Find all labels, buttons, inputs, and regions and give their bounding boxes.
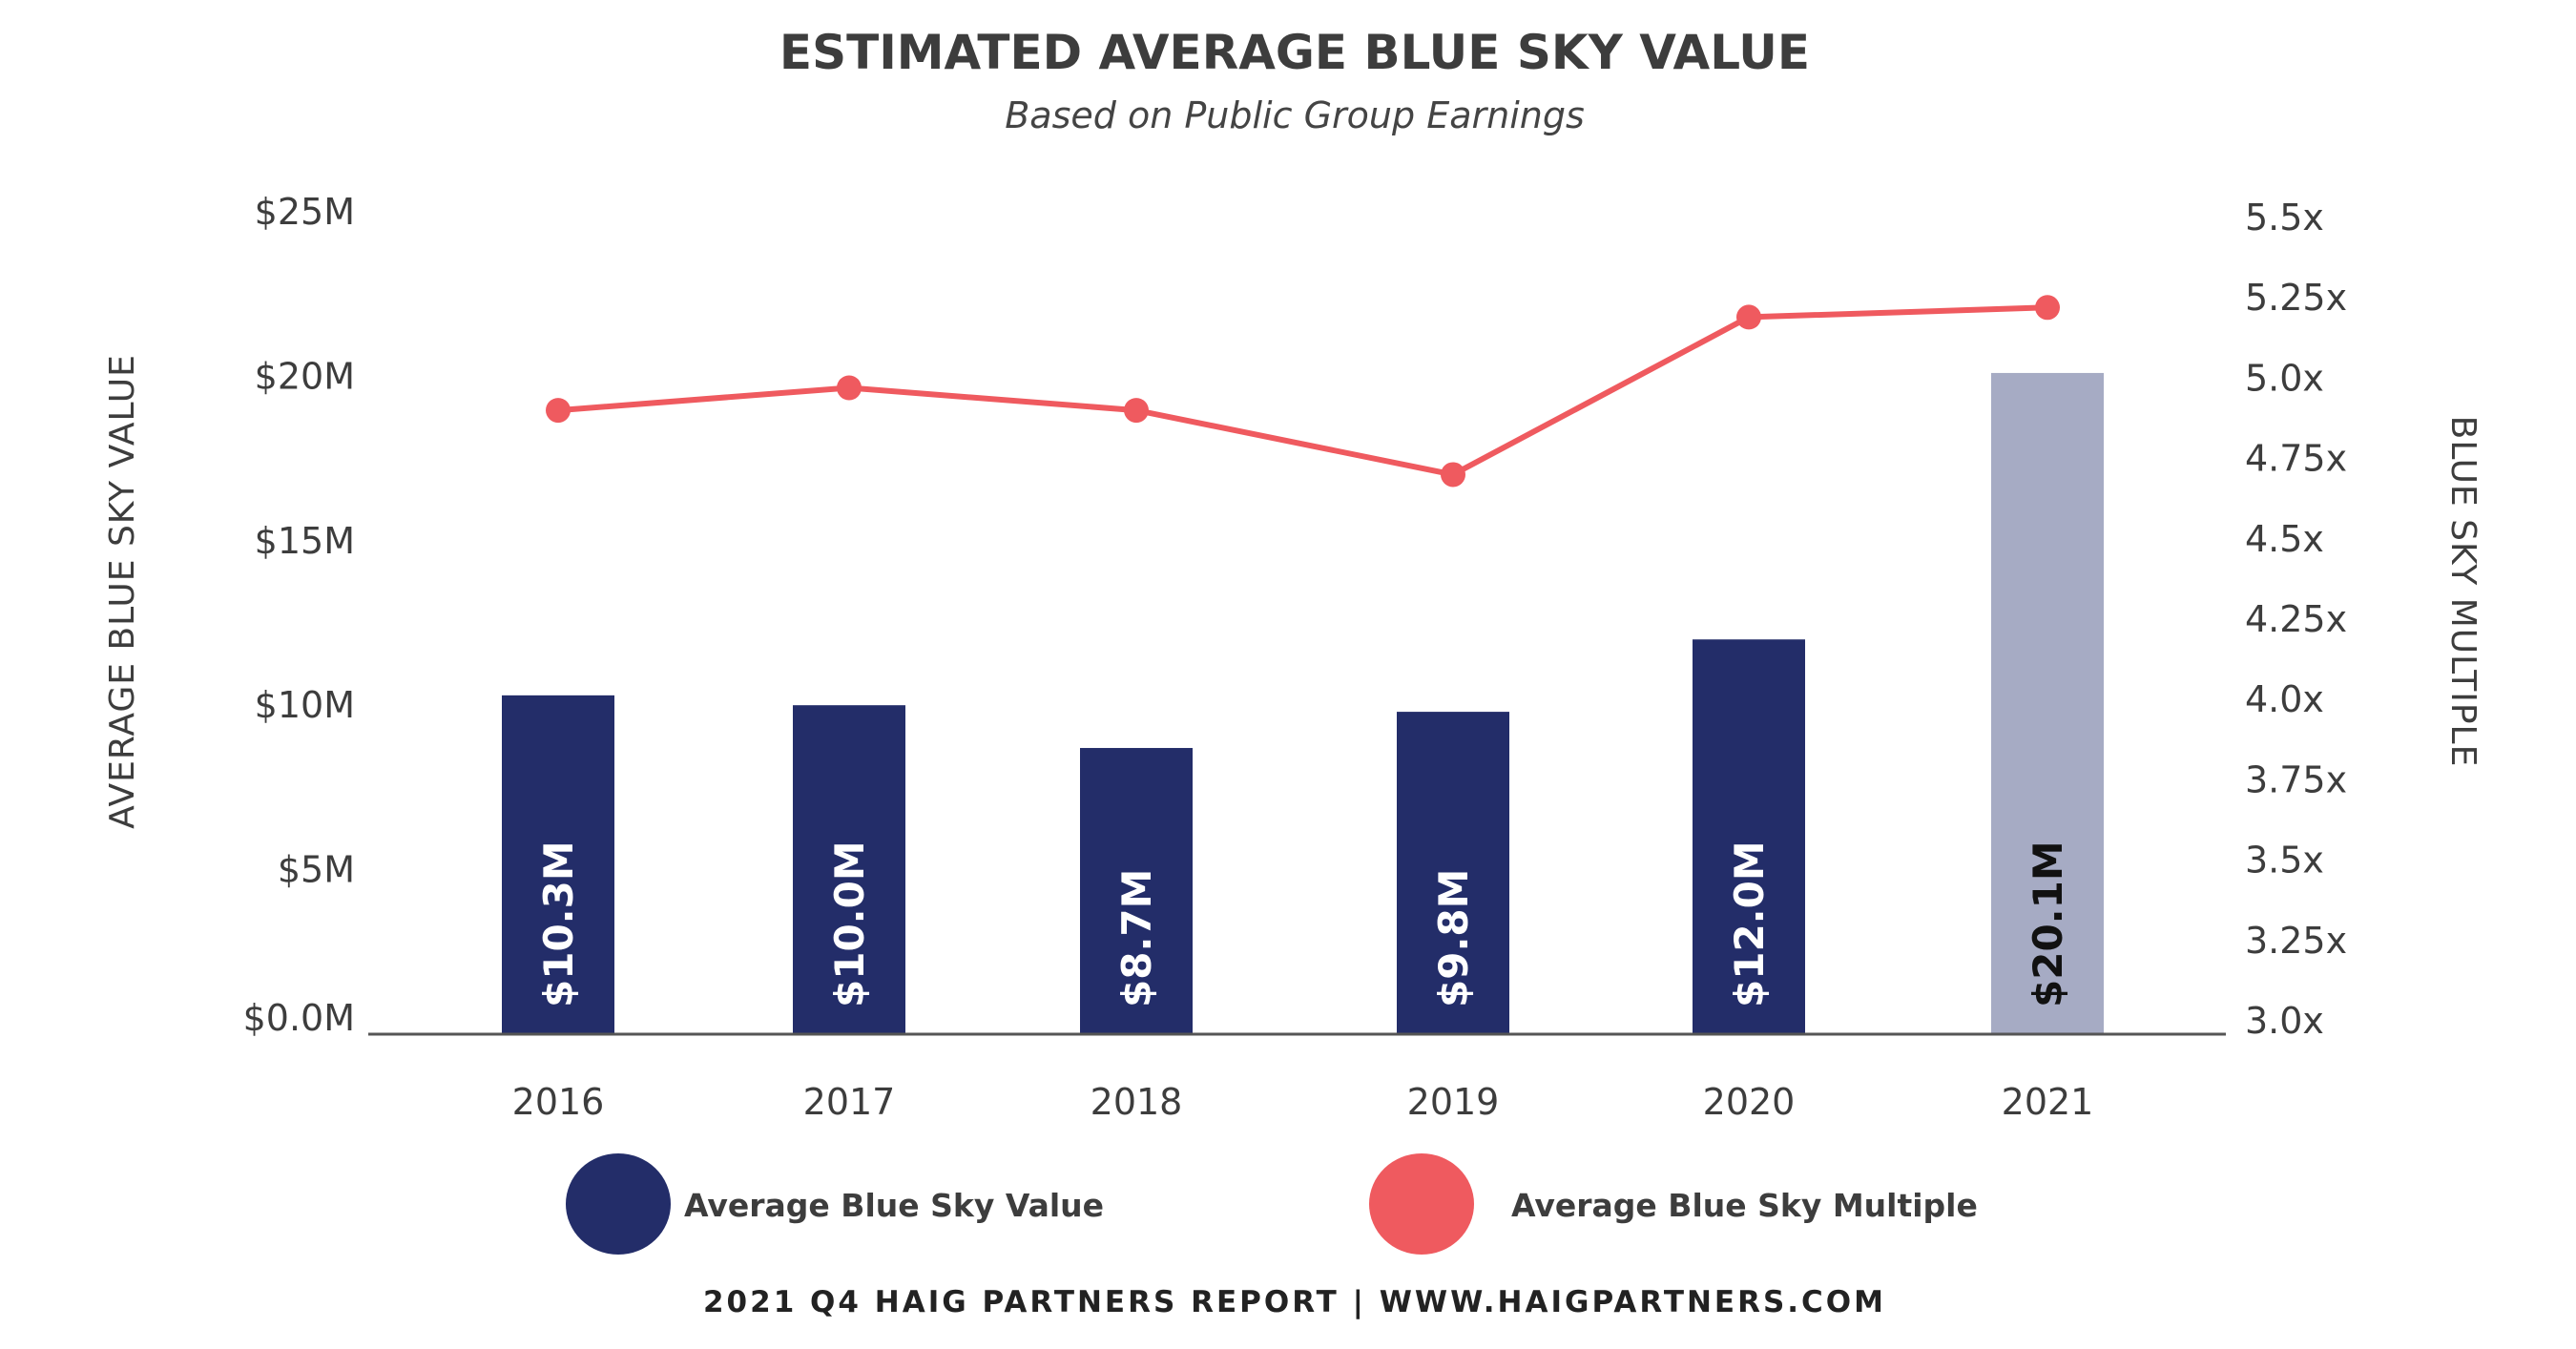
line-point <box>1441 462 1465 488</box>
legend-label-multiple: Average Blue Sky Multiple <box>1511 1187 1978 1224</box>
bar-data-label: $10.3M <box>535 841 582 1007</box>
bar <box>502 695 614 1034</box>
bar <box>793 705 905 1034</box>
legend-swatch-multiple <box>1369 1153 1474 1255</box>
chart-title: ESTIMATED AVERAGE BLUE SKY VALUE <box>779 25 1810 80</box>
x-tick-label: 2019 <box>1407 1081 1500 1123</box>
bar <box>1397 712 1509 1034</box>
right-tick-label: 3.5x <box>2245 840 2324 882</box>
bar-data-label: $10.0M <box>826 841 873 1007</box>
right-axis-label: BLUE SKY MULTIPLE <box>2443 416 2483 768</box>
right-tick-label: 5.25x <box>2245 277 2347 319</box>
line-series <box>546 295 2060 488</box>
right-tick-label: 4.25x <box>2245 598 2347 640</box>
bar-data-label: $9.8M <box>1430 869 1477 1007</box>
right-tick-label: 3.25x <box>2245 920 2347 962</box>
legend: Average Blue Sky Value Average Blue Sky … <box>566 1153 1978 1255</box>
right-tick-label: 4.0x <box>2245 678 2324 720</box>
right-tick-label: 3.0x <box>2245 1000 2324 1042</box>
footer: 2021 Q4 HAIG PARTNERS REPORT | WWW.HAIGP… <box>703 1285 1886 1319</box>
chart-subtitle: Based on Public Group Earnings <box>1005 94 1585 136</box>
x-tick-label: 2017 <box>803 1081 896 1123</box>
left-tick-label: $25M <box>255 191 355 233</box>
multiple-line <box>557 304 2048 478</box>
line-point <box>546 398 571 424</box>
x-tick-label: 2016 <box>512 1081 605 1123</box>
line-point <box>1736 304 1761 330</box>
right-axis-ticks: 3.0x 3.25x 3.5x 3.75x 4.0x 4.25x 4.5x 4.75x 5.0x… <box>2245 197 2347 1042</box>
left-tick-label: $5M <box>278 849 355 891</box>
x-tick-label: 2018 <box>1091 1081 1183 1123</box>
line-point <box>837 375 862 401</box>
left-axis-label: AVERAGE BLUE SKY VALUE <box>103 354 142 829</box>
right-tick-label: 4.75x <box>2245 438 2347 480</box>
left-axis-ticks: $0.0M $5M $10M $15M $20M $25M <box>243 191 355 1039</box>
bar <box>1693 639 1805 1034</box>
x-tick-label: 2020 <box>1703 1081 1796 1123</box>
right-tick-label: 5.5x <box>2245 197 2324 239</box>
x-axis-ticks: 2016 2017 2018 2019 2020 2021 <box>512 1081 2094 1123</box>
left-tick-label: $20M <box>255 355 355 397</box>
bar-series: $10.3M $10.0M $8.7M $9.8M $12.0M $20.1M <box>502 372 2104 1034</box>
bar-data-label: $12.0M <box>1726 841 1773 1007</box>
bar <box>1080 748 1193 1034</box>
bar-data-label: $20.1M <box>2025 841 2071 1007</box>
bar-data-label: $8.7M <box>1113 869 1160 1007</box>
bar <box>1991 372 2104 1034</box>
left-tick-label: $15M <box>255 520 355 562</box>
x-tick-label: 2021 <box>2002 1081 2094 1123</box>
legend-label-value: Average Blue Sky Value <box>684 1187 1104 1224</box>
right-tick-label: 3.75x <box>2245 758 2347 800</box>
left-tick-label: $0.0M <box>243 997 355 1039</box>
right-tick-label: 4.5x <box>2245 518 2324 560</box>
line-point <box>2035 295 2060 321</box>
right-tick-label: 5.0x <box>2245 357 2324 399</box>
line-point <box>1124 398 1149 424</box>
left-tick-label: $10M <box>255 684 355 726</box>
legend-swatch-value <box>566 1153 671 1255</box>
